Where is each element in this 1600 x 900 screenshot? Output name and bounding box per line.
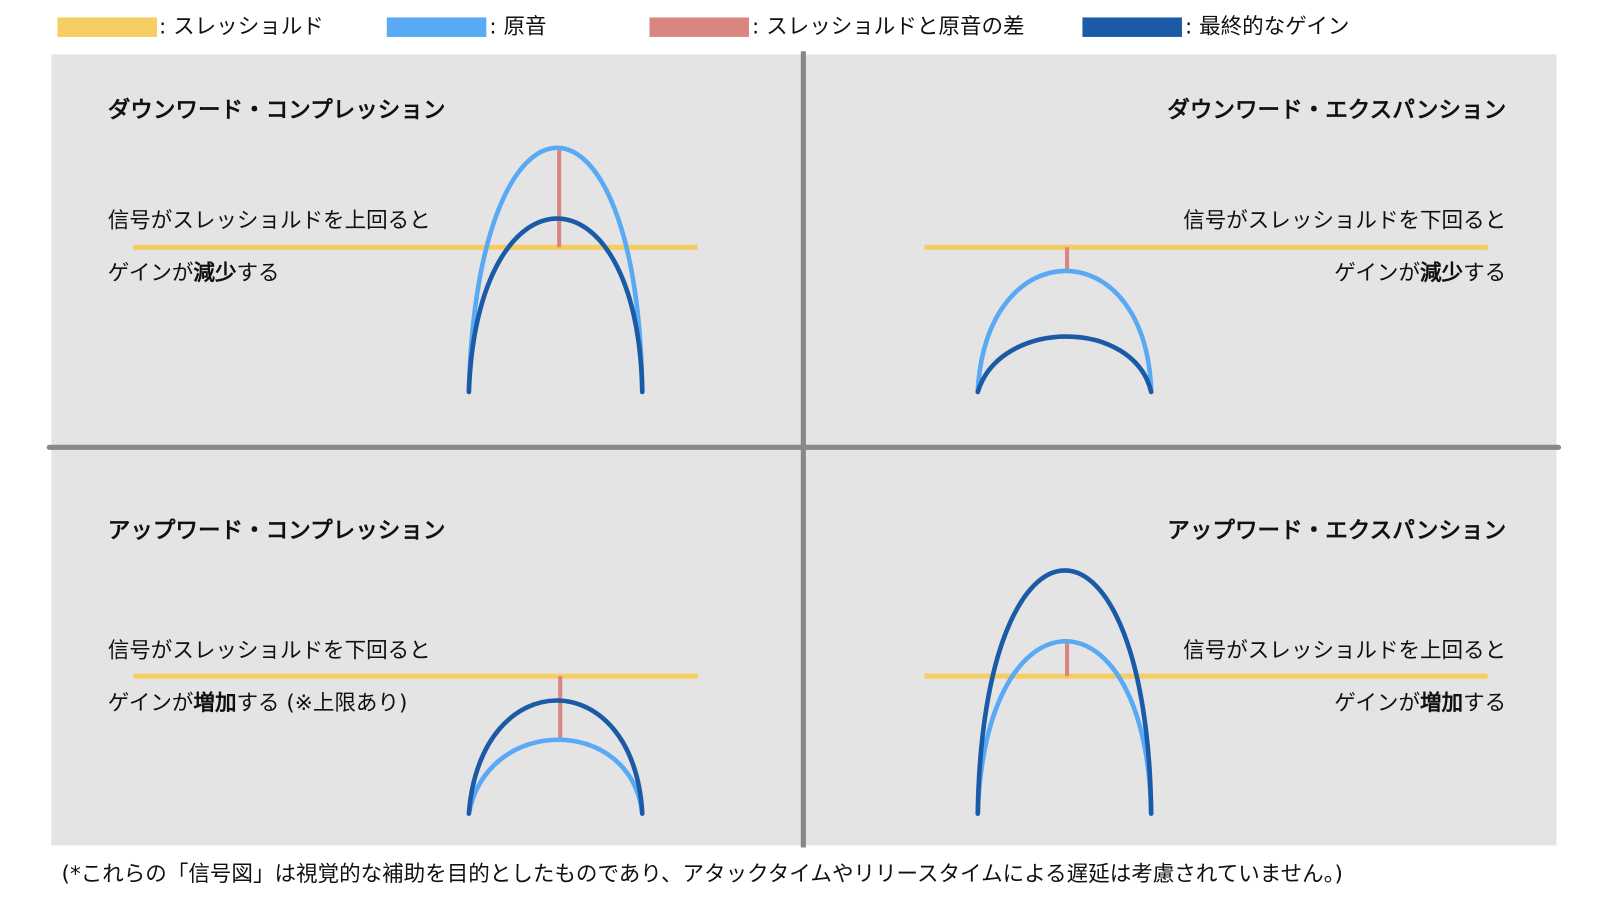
final-gain	[466, 216, 645, 395]
original-signal	[975, 268, 1154, 395]
legend-label: : スレッショルドと原音の差	[752, 15, 1024, 40]
legend-swatch	[386, 17, 487, 37]
description: ゲインが増加する (※上限あり)	[108, 690, 408, 716]
emphasis: 増加	[1420, 690, 1463, 716]
legend-label: : 最終的なゲイン	[1185, 15, 1349, 40]
text: する	[1463, 261, 1506, 286]
emphasis: 減少	[1420, 261, 1464, 286]
original-signal	[466, 145, 645, 395]
text: ゲインが	[108, 691, 194, 716]
emphasis: 減少	[193, 261, 237, 286]
description: ゲインが増加する	[1334, 690, 1506, 716]
final-gain	[466, 698, 645, 816]
final-gain	[975, 568, 1154, 816]
text: ゲインが	[1334, 261, 1420, 286]
original-signal	[975, 639, 1154, 816]
description: 信号がスレッショルドを上回ると	[1183, 639, 1506, 664]
description: ゲインが減少する	[108, 261, 280, 286]
quadrant-title: ダウンワード・コンプレッション	[108, 96, 446, 123]
description: 信号がスレッショルドを上回ると	[108, 209, 431, 234]
text: する	[237, 261, 280, 286]
legend-swatch	[1082, 17, 1182, 37]
content: : スレッショルド : 原音 : スレッショルドと原音の差 : 最終的なゲイン …	[46, 15, 1562, 887]
legend-label: : 原音	[489, 15, 546, 40]
text: する (※上限あり)	[237, 691, 408, 716]
text: ゲインが	[108, 261, 194, 286]
quadrant-title: アップワード・エクスパンション	[1167, 518, 1506, 544]
description: 信号がスレッショルドを下回ると	[1183, 209, 1506, 234]
description: ゲインが減少する	[1334, 261, 1506, 286]
legend-swatch	[57, 17, 157, 37]
original-signal	[466, 737, 645, 816]
legend-swatch	[649, 17, 749, 37]
text: する	[1463, 691, 1506, 716]
quadrant-title: ダウンワード・エクスパンション	[1167, 96, 1506, 123]
legend-label: : スレッショルド	[159, 15, 324, 40]
final-gain	[975, 334, 1154, 395]
text: ゲインが	[1334, 691, 1420, 716]
footnote: (*これらの「信号図」は視覚的な補助を目的としたものであり、アタックタイムやリリ…	[62, 862, 1343, 887]
emphasis: 増加	[193, 690, 236, 716]
description: 信号がスレッショルドを下回ると	[108, 639, 431, 664]
quadrant-title: アップワード・コンプレッション	[108, 518, 446, 544]
